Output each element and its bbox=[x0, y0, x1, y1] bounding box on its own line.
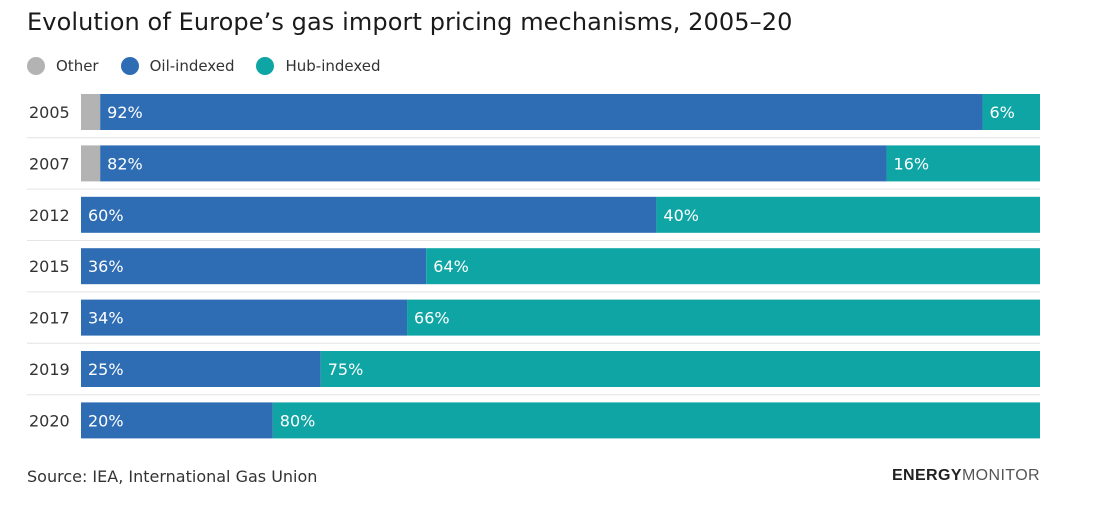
category-label-2007: 2007 bbox=[29, 154, 70, 173]
data-label-oil-indexed-2017: 34% bbox=[88, 309, 124, 328]
bar-hub-indexed-2019 bbox=[320, 351, 1040, 387]
bar-hub-indexed-2017 bbox=[407, 299, 1040, 336]
legend-item-other: Other bbox=[27, 57, 99, 75]
bar-oil-indexed-2015 bbox=[81, 248, 427, 285]
category-label-2015: 2015 bbox=[29, 257, 70, 276]
category-label-2005: 2005 bbox=[29, 103, 70, 122]
legend-label: Other bbox=[56, 57, 99, 75]
data-label-oil-indexed-2015: 36% bbox=[88, 257, 124, 276]
legend-item-hub-indexed: Hub-indexed bbox=[256, 57, 381, 75]
chart-title: Evolution of Europe’s gas import pricing… bbox=[27, 8, 793, 36]
data-label-hub-indexed-2015: 64% bbox=[433, 257, 469, 276]
data-label-oil-indexed-2019: 25% bbox=[88, 360, 124, 379]
data-label-oil-indexed-2020: 20% bbox=[88, 411, 124, 430]
brand-logo: ENERGYMONITOR bbox=[892, 467, 1040, 485]
legend-swatch bbox=[256, 57, 275, 75]
bar-oil-indexed-2019 bbox=[81, 351, 321, 387]
bar-hub-indexed-2015 bbox=[426, 248, 1040, 285]
bar-other-2007 bbox=[81, 145, 101, 182]
legend-label: Oil-indexed bbox=[149, 57, 235, 75]
category-label-2012: 2012 bbox=[29, 206, 70, 225]
brand-part-monitor: MONITOR bbox=[961, 467, 1040, 484]
category-label-2020: 2020 bbox=[29, 411, 70, 430]
category-label-2019: 2019 bbox=[29, 360, 70, 379]
data-label-oil-indexed-2007: 82% bbox=[107, 154, 143, 173]
bar-hub-indexed-2012 bbox=[656, 196, 1040, 233]
bar-oil-indexed-2012 bbox=[81, 196, 657, 233]
data-label-hub-indexed-2017: 66% bbox=[414, 309, 450, 328]
bar-oil-indexed-2007 bbox=[100, 145, 887, 182]
data-label-hub-indexed-2005: 6% bbox=[989, 103, 1014, 122]
bar-oil-indexed-2005 bbox=[100, 94, 983, 130]
data-label-hub-indexed-2020: 80% bbox=[280, 411, 316, 430]
source-note: Source: IEA, International Gas Union bbox=[27, 467, 318, 486]
bar-oil-indexed-2020 bbox=[81, 402, 273, 439]
legend-item-oil-indexed: Oil-indexed bbox=[120, 57, 235, 75]
legend: Other Oil-indexed Hub-indexed bbox=[27, 56, 403, 76]
data-label-oil-indexed-2012: 60% bbox=[88, 206, 124, 225]
bar-hub-indexed-2007 bbox=[886, 145, 1040, 182]
data-label-oil-indexed-2005: 92% bbox=[107, 103, 143, 122]
legend-swatch bbox=[27, 57, 45, 75]
bar-other-2005 bbox=[81, 94, 101, 130]
legend-swatch bbox=[120, 57, 139, 75]
legend-label: Hub-indexed bbox=[285, 57, 381, 75]
brand-part-energy: ENERGY bbox=[891, 467, 962, 484]
bar-oil-indexed-2017 bbox=[81, 299, 408, 336]
data-label-hub-indexed-2007: 16% bbox=[894, 154, 930, 173]
data-label-hub-indexed-2019: 75% bbox=[328, 360, 364, 379]
bar-hub-indexed-2020 bbox=[272, 402, 1040, 439]
data-label-hub-indexed-2012: 40% bbox=[663, 206, 699, 225]
category-label-2017: 2017 bbox=[29, 309, 70, 328]
bar-hub-indexed-2005 bbox=[982, 94, 1040, 130]
